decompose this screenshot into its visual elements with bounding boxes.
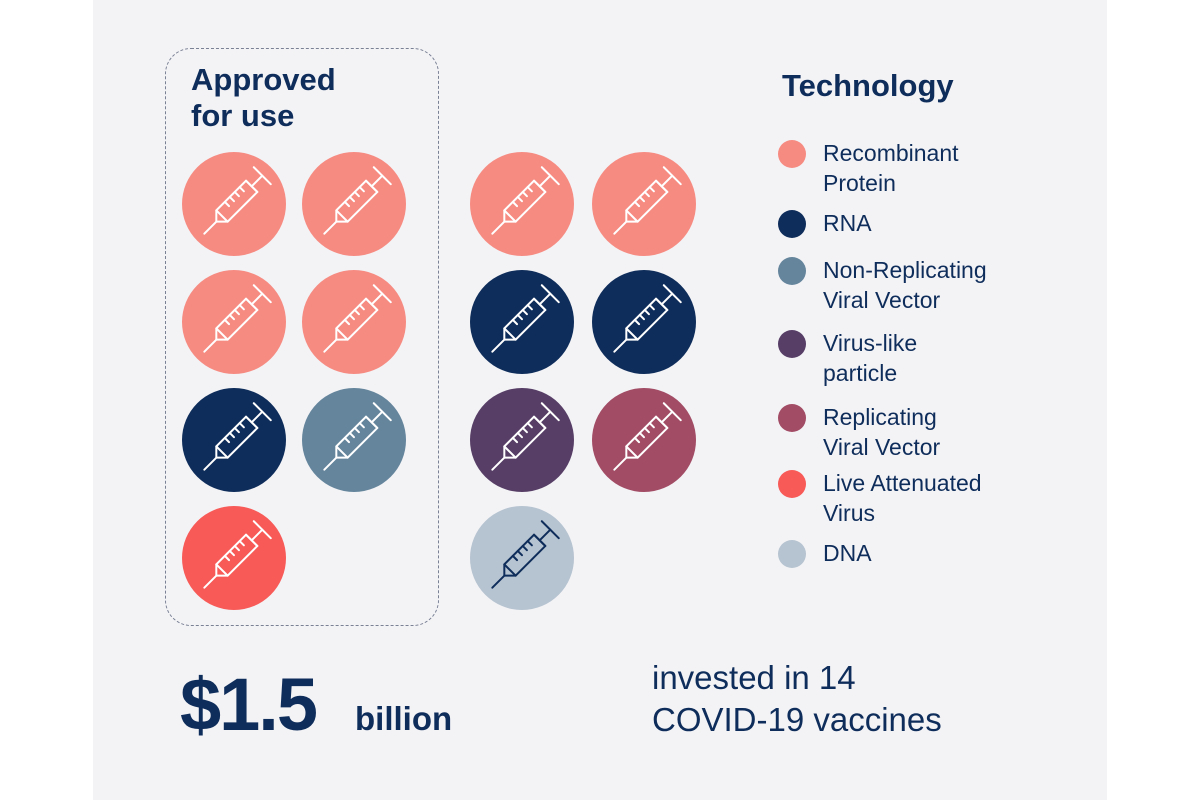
vaccine-circle-recombinant [592, 152, 696, 256]
syringe-icon [613, 284, 682, 353]
legend-item-recombinant: Recombinant Protein [778, 138, 1098, 198]
legend-swatch-lav [778, 470, 806, 498]
investment-amount: $1.5 [180, 663, 318, 746]
legend-swatch-rna [778, 210, 806, 238]
legend-swatch-recombinant [778, 140, 806, 168]
vaccine-circle-lav [182, 506, 286, 610]
vaccine-circle-rna [470, 270, 574, 374]
legend-item-vlp: Virus-like particle [778, 328, 1098, 388]
approved-for-use-box [165, 48, 439, 626]
legend-label-rna: RNA [823, 210, 872, 236]
syringe-icon [613, 402, 682, 471]
syringe-icon [203, 166, 272, 235]
legend-label-dna: DNA [823, 540, 872, 566]
syringe-icon [491, 166, 560, 235]
syringe-icon [613, 166, 682, 235]
syringe-icon [203, 402, 272, 471]
legend-item-nrvv: Non-Replicating Viral Vector [778, 255, 1098, 315]
legend-item-rna: RNA [778, 208, 1098, 268]
vaccine-circle-rna [182, 388, 286, 492]
syringe-icon [323, 402, 392, 471]
vaccine-circle-rvv [592, 388, 696, 492]
syringe-icon [323, 284, 392, 353]
investment-unit: billion [355, 700, 453, 737]
syringe-icon [491, 402, 560, 471]
vaccine-circle-recombinant [182, 270, 286, 374]
legend-label-vlp: Virus-like particle [823, 330, 918, 386]
legend-item-lav: Live Attenuated Virus [778, 468, 1098, 528]
approved-title: Approved for use [191, 62, 336, 133]
vaccine-circle-recombinant [470, 152, 574, 256]
vaccine-circle-rna [592, 270, 696, 374]
syringe-icon [323, 166, 392, 235]
vaccine-circle-dna [470, 506, 574, 610]
legend-swatch-nrvv [778, 257, 806, 285]
syringe-icon [203, 520, 272, 589]
vaccine-circle-vlp [470, 388, 574, 492]
legend-title: Technology [782, 68, 954, 103]
investment-caption: invested in 14 COVID-19 vaccines [652, 659, 942, 738]
syringe-icon [491, 284, 560, 353]
vaccine-circle-recombinant [302, 152, 406, 256]
legend-swatch-vlp [778, 330, 806, 358]
legend-swatch-rvv [778, 404, 806, 432]
legend-label-lav: Live Attenuated Virus [823, 470, 982, 526]
syringe-icon [203, 284, 272, 353]
legend-label-rvv: Replicating Viral Vector [823, 404, 941, 460]
legend-label-nrvv: Non-Replicating Viral Vector [823, 257, 987, 313]
legend-item-rvv: Replicating Viral Vector [778, 402, 1098, 462]
vaccine-circle-recombinant [182, 152, 286, 256]
legend-swatch-dna [778, 540, 806, 568]
legend-item-dna: DNA [778, 538, 1098, 598]
vaccine-circle-nrvv [302, 388, 406, 492]
vaccine-circle-recombinant [302, 270, 406, 374]
syringe-icon [491, 520, 560, 589]
legend-label-recombinant: Recombinant Protein [823, 140, 959, 196]
